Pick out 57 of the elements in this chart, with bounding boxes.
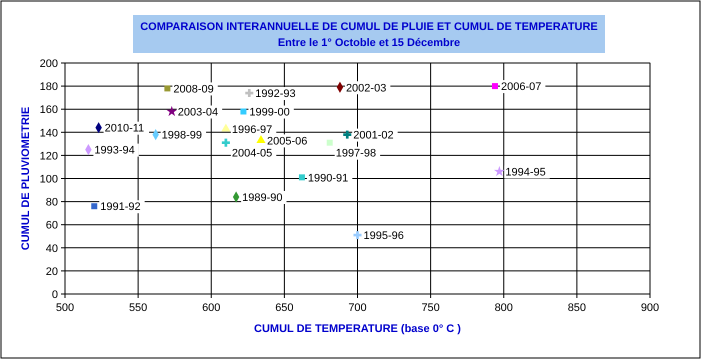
series-label: 2003-04 [178, 106, 218, 119]
series-label: 2002-03 [346, 82, 386, 94]
chart-subtitle: Entre le 1° Octoble et 15 Décembre [278, 37, 460, 49]
point [492, 83, 498, 90]
x-tick-label: 600 [202, 302, 220, 314]
point [164, 85, 170, 92]
x-tick-label: 650 [275, 302, 294, 314]
x-tick-label: 850 [568, 302, 586, 314]
y-tick-label: 200 [40, 58, 58, 70]
point [353, 231, 362, 240]
point [343, 130, 352, 139]
y-tick-label: 40 [46, 242, 58, 255]
y-tick-label: 80 [46, 196, 58, 209]
series-label: 1994-95 [505, 166, 546, 179]
series-label: 1989-90 [242, 192, 282, 204]
x-axis-title: CUMUL DE TEMPERATURE (base 0° C ) [254, 323, 462, 335]
chart-title: COMPARAISON INTERANNUELLE DE CUMUL DE PLUIE ET CUMUL DE TEMPERATURE [140, 21, 598, 33]
x-tick-label: 550 [128, 302, 148, 314]
series-label: 1993-94 [94, 144, 135, 157]
series-label: 1997-98 [336, 148, 376, 160]
y-tick-label: 60 [46, 220, 58, 232]
point [256, 135, 266, 144]
y-tick-label: 100 [40, 174, 58, 186]
series-label: 2008-09 [173, 83, 214, 96]
point [221, 124, 230, 132]
series-label: 1999-00 [249, 106, 290, 119]
y-tick-label: 160 [40, 104, 58, 116]
series-label: 1990-91 [308, 172, 348, 184]
point [298, 174, 305, 180]
point [166, 106, 178, 116]
y-tick-label: 120 [40, 150, 58, 162]
x-tick-label: 700 [348, 302, 367, 314]
x-tick-label: 500 [56, 302, 74, 314]
point [91, 203, 98, 210]
series-label: 2010-11 [104, 122, 144, 135]
series-label: 2001-02 [353, 130, 394, 142]
series-label: 2004-05 [232, 148, 272, 160]
point [245, 89, 254, 98]
series-label: 1991-92 [100, 201, 141, 214]
y-axis-title: CUMUL DE PLUVIOMETRIE [20, 106, 32, 250]
y-tick-label: 180 [40, 81, 58, 94]
x-tick-label: 750 [421, 302, 440, 314]
series-label: 1996-97 [232, 124, 272, 136]
point [240, 108, 246, 115]
series-label: 2005-06 [266, 135, 308, 148]
point [494, 166, 505, 176]
y-tick-label: 20 [46, 266, 58, 278]
y-tick-label: 0 [52, 289, 58, 301]
series-label: 2006-07 [500, 81, 542, 94]
series-label: 1992-93 [255, 88, 296, 100]
point [222, 138, 230, 147]
series-label: 1998-99 [162, 130, 202, 142]
y-tick-label: 140 [40, 127, 58, 140]
x-tick-label: 800 [494, 302, 513, 314]
series-label: 1995-96 [364, 230, 404, 242]
x-tick-label: 900 [640, 302, 660, 314]
point [326, 140, 333, 146]
